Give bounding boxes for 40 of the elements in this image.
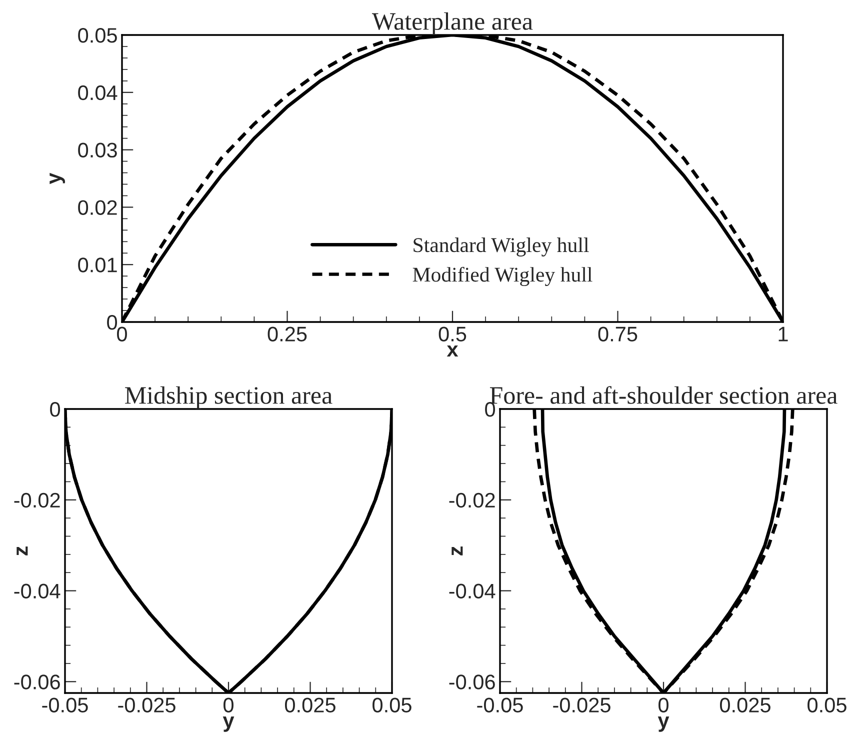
y-tick-label: -0.02 bbox=[449, 492, 495, 508]
chart-title: Waterplane area bbox=[372, 12, 533, 35]
x-tick-label: -0.05 bbox=[42, 698, 88, 712]
x-axis-title: y bbox=[222, 716, 234, 732]
y-tick-label: 0.03 bbox=[78, 142, 117, 158]
y-axis-title: z bbox=[452, 546, 463, 556]
x-tick-label: 0.025 bbox=[720, 698, 770, 712]
y-tick-label: -0.04 bbox=[14, 584, 60, 599]
x-tick-label: 0.05 bbox=[372, 698, 412, 712]
y-tick-label: 0 bbox=[107, 315, 118, 330]
y-tick-label: -0.06 bbox=[449, 674, 495, 690]
y-tick-label: -0.06 bbox=[14, 674, 60, 690]
x-axis-title: y bbox=[658, 716, 670, 732]
legend-label: Standard Wigley hull bbox=[414, 238, 589, 256]
x-tick-label: 0.25 bbox=[268, 326, 307, 342]
x-tick-label: 0 bbox=[658, 698, 668, 712]
x-tick-label: 1 bbox=[778, 326, 788, 342]
x-tick-label: 0 bbox=[224, 698, 234, 712]
y-tick-label: -0.02 bbox=[14, 492, 60, 508]
y-tick-label: 0.01 bbox=[78, 258, 117, 272]
y-tick-label: 0 bbox=[485, 402, 496, 417]
y-tick-label: 0.04 bbox=[78, 85, 118, 100]
x-tick-label: 0.05 bbox=[808, 698, 846, 712]
y-tick-label: 0 bbox=[50, 402, 60, 417]
x-tick-label: -0.025 bbox=[553, 698, 610, 712]
y-tick-label: 0.02 bbox=[78, 200, 117, 215]
x-tick-label: 0.75 bbox=[598, 326, 638, 342]
x-tick-label: 0 bbox=[117, 326, 127, 342]
y-axis-title: y bbox=[50, 172, 65, 184]
x-tick-label: -0.025 bbox=[118, 698, 176, 712]
chart-title: Midship section area bbox=[125, 386, 332, 409]
x-tick-label: 0.5 bbox=[438, 326, 466, 342]
x-tick-label: -0.05 bbox=[477, 698, 523, 712]
y-tick-label: -0.04 bbox=[449, 584, 496, 599]
y-axis-title: z bbox=[16, 546, 28, 556]
x-tick-label: 0.025 bbox=[285, 698, 336, 712]
y-tick-label: 0.05 bbox=[78, 28, 117, 43]
legend-label: Modified Wigley hull bbox=[412, 266, 592, 286]
x-axis-title: x bbox=[446, 346, 458, 357]
chart-title: Fore- and aft-shoulder section area bbox=[490, 386, 838, 404]
